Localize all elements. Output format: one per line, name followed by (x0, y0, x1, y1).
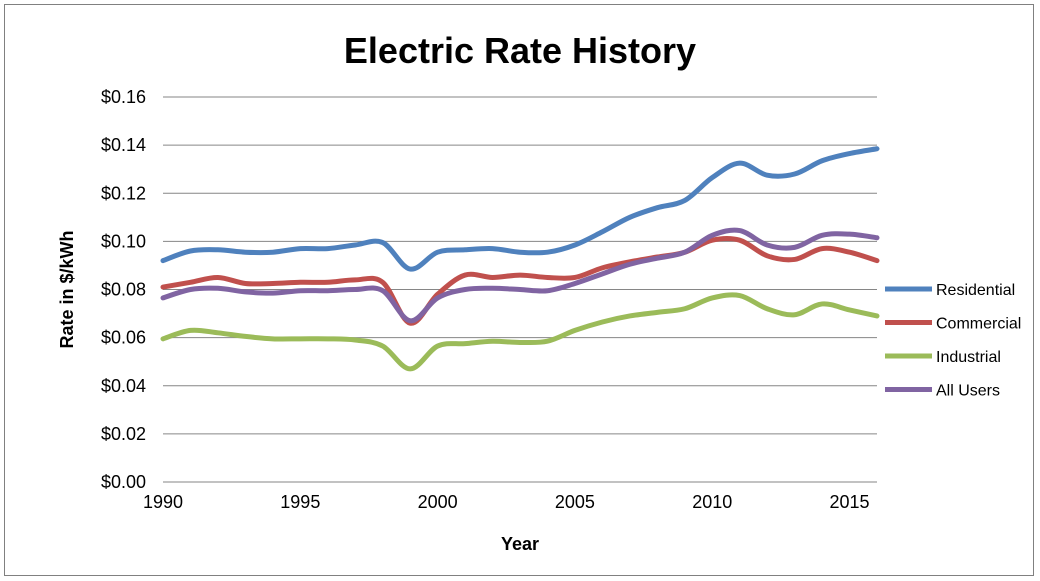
legend-item-commercial: Commercial (885, 316, 1021, 333)
x-axis-ticks: 1990 1995 2000 2005 2010 2015 (143, 492, 870, 512)
x-tick-label: 1995 (280, 492, 320, 512)
x-axis-label: Year (501, 534, 539, 554)
y-tick-label: $0.16 (101, 87, 146, 107)
y-tick-label: $0.14 (101, 135, 146, 155)
legend-label: All Users (936, 383, 1000, 400)
y-tick-label: $0.04 (101, 376, 146, 396)
y-tick-label: $0.02 (101, 424, 146, 444)
x-tick-label: 2010 (692, 492, 732, 512)
y-tick-label: $0.08 (101, 280, 146, 300)
series-line-all-users (160, 227, 880, 324)
series-line-industrial (160, 292, 880, 372)
series-line-residential (160, 146, 880, 272)
series-line-commercial (160, 235, 880, 326)
y-tick-label: $0.06 (101, 328, 146, 348)
x-tick-label: 1990 (143, 492, 183, 512)
legend-item-industrial: Industrial (885, 349, 1001, 366)
y-axis-label: Rate in $/kWh (57, 230, 77, 348)
x-tick-label: 2005 (555, 492, 595, 512)
chart-title: Electric Rate History (343, 30, 697, 71)
x-tick-label: 2015 (830, 492, 870, 512)
legend-label: Industrial (936, 349, 1001, 366)
legend: Residential Commercial Industrial All Users (885, 282, 1021, 400)
y-tick-label: $0.12 (101, 183, 146, 203)
y-axis-ticks: $0.00 $0.02 $0.04 $0.06 $0.08 $0.10 $0.12 $0.14… (101, 87, 146, 492)
x-tick-label: 2000 (418, 492, 458, 512)
y-tick-label: $0.00 (101, 472, 146, 492)
series-lines (160, 146, 880, 372)
grid-lines (163, 96, 877, 435)
legend-label: Residential (936, 282, 1015, 299)
y-tick-label: $0.10 (101, 231, 146, 251)
legend-label: Commercial (936, 316, 1021, 333)
legend-item-all-users: All Users (885, 383, 1000, 400)
legend-item-residential: Residential (885, 282, 1015, 299)
